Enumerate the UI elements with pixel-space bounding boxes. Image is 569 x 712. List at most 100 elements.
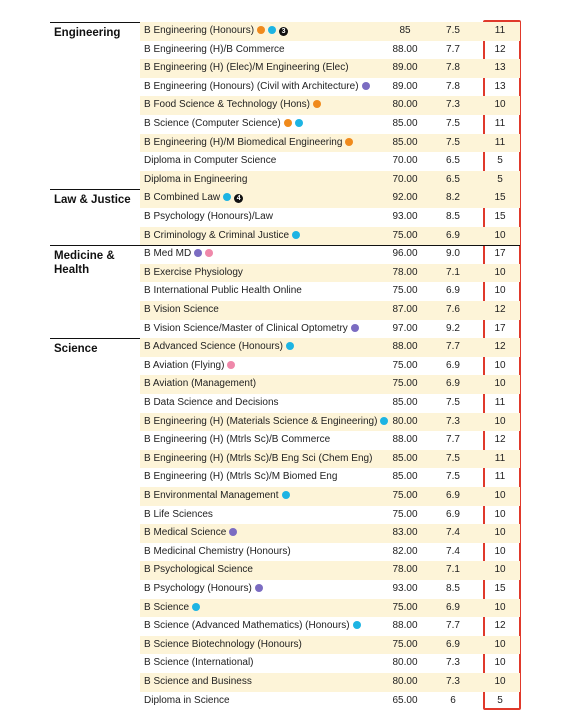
score: 7.5: [446, 25, 460, 36]
course-title: B Psychological Science: [144, 564, 253, 576]
course-name: B Exercise Physiology: [144, 264, 243, 283]
rank: 10: [494, 359, 506, 371]
course-title: B Engineering (H) (Materials Science & E…: [144, 415, 378, 427]
score: 6.9: [446, 508, 460, 520]
course-name: B Aviation (Flying): [144, 357, 236, 376]
course-row: Diploma in Engineering 70.00 6.5 5: [140, 170, 520, 190]
score: 7.5: [446, 136, 460, 148]
rank: 11: [494, 452, 506, 464]
rank: 10: [494, 638, 506, 650]
atar: 80.00: [392, 676, 418, 687]
course-title: B Exercise Physiology: [144, 266, 243, 278]
course-row: B Advanced Science (Honours) 88.00 7.7 12: [140, 338, 520, 357]
score: 7.3: [446, 676, 460, 687]
atar: 78.00: [392, 266, 418, 278]
score: 6.9: [446, 229, 460, 241]
score: 7.3: [446, 415, 460, 427]
course-name: B Engineering (H) (Materials Science & E…: [144, 413, 389, 432]
atar: 75.00: [392, 378, 418, 390]
course-name: B Science (Advanced Mathematics) (Honour…: [144, 617, 361, 636]
course-title: B Psychology (Honours)/Law: [144, 211, 273, 222]
score: 7.5: [446, 452, 460, 464]
rank: 10: [494, 266, 506, 278]
legend-dot: [345, 137, 354, 146]
course-row: B Aviation (Management) 75.00 6.9 10: [140, 375, 520, 394]
score: 6.9: [446, 285, 460, 297]
legend-dot: [283, 119, 292, 127]
rank: 10: [494, 564, 506, 576]
rank: 12: [494, 304, 506, 315]
course-row: B International Public Health Online 75.0…: [140, 282, 520, 301]
course-title: B Engineering (H)/M Biomedical Engineeri…: [144, 136, 343, 148]
atar: 89.00: [392, 80, 418, 92]
atar: 85.00: [392, 452, 418, 464]
course-title: B Medical Science: [144, 527, 227, 539]
course-name: B Engineering (Honours) (Civil with Arch…: [144, 78, 370, 97]
score: 6.9: [446, 601, 460, 613]
atar: 88.00: [392, 434, 418, 446]
rank: 5: [497, 694, 503, 706]
rank: 15: [494, 583, 506, 594]
atar: 80.00: [392, 657, 418, 669]
rank: 10: [494, 229, 506, 241]
section-name: Science: [54, 343, 98, 356]
atar: 75.00: [392, 359, 418, 371]
course-title: B Life Sciences: [144, 508, 213, 520]
course-name: B Med MD: [144, 245, 214, 264]
course-title: B Engineering (H) (Mtrls Sc)/B Commerce: [144, 434, 331, 446]
score: 6.5: [446, 155, 460, 167]
course-title: B Science (Advanced Mathematics) (Honour…: [144, 620, 350, 632]
course-title: B Engineering (Honours) (Civil with Arch…: [144, 80, 359, 92]
course-title: B Environmental Management: [144, 490, 279, 501]
atar: 75.00: [392, 490, 418, 501]
score: 7.3: [446, 657, 460, 669]
rank: 10: [494, 601, 506, 613]
course-row: B Aviation (Flying) 75.00 6.9 10: [140, 357, 520, 376]
rank: 17: [494, 322, 506, 334]
score: 8.2: [446, 192, 460, 204]
course-row: B Psychology (Honours)/Law 93.00 8.5 15: [140, 208, 520, 227]
atar: 75.00: [392, 229, 418, 241]
course-row: B Engineering (H) (Mtrls Sc)/B Eng Sci (…: [140, 449, 520, 469]
rank: 12: [494, 620, 506, 632]
course-name: Diploma in Science: [144, 692, 230, 711]
course-row: B Environmental Management 75.00 6.9 10: [140, 487, 520, 506]
legend-dot: [192, 602, 201, 611]
course-name: B Criminology & Criminal Justice: [144, 227, 301, 246]
course-name: B Psychological Science: [144, 561, 253, 580]
course-title: B International Public Health Online: [144, 285, 302, 297]
rank: 5: [497, 173, 503, 185]
rank: 17: [494, 248, 506, 260]
course-title: B Advanced Science (Honours): [144, 341, 283, 353]
rank: 13: [494, 62, 506, 74]
course-row: B Food Science & Technology (Hons) 80.00 7…: [140, 96, 520, 115]
legend-dot: [281, 491, 290, 499]
rank: 5: [497, 155, 503, 167]
atar: 80.00: [392, 99, 418, 111]
course-name: B Vision Science: [144, 301, 219, 320]
course-title: B Medicinal Chemistry (Honours): [144, 545, 291, 557]
course-row: B Medical Science 83.00 7.4 10: [140, 524, 520, 543]
course-name: B Advanced Science (Honours): [144, 338, 294, 357]
score: 7.7: [446, 43, 460, 55]
course-row: B Science (International) 80.00 7.3 10: [140, 654, 520, 673]
rank: 10: [494, 508, 506, 520]
score: 7.5: [446, 397, 460, 408]
score: 7.1: [446, 266, 460, 278]
course-name: B Science (International): [144, 654, 254, 673]
course-name: B Food Science & Technology (Hons): [144, 96, 322, 115]
course-row: B Vision Science 87.00 7.6 12: [140, 301, 520, 320]
legend-dot: [229, 528, 238, 537]
course-name: B Environmental Management: [144, 487, 290, 506]
course-title: B Science (Computer Science): [144, 118, 281, 129]
highlight-box: [483, 20, 521, 710]
course-row: B Medicinal Chemistry (Honours) 82.00 7.4 1…: [140, 543, 520, 562]
rank: 11: [494, 397, 506, 408]
atar: 80.00: [392, 415, 418, 427]
course-name: B Engineering (Honours) 3: [144, 22, 289, 41]
course-name: B Combined Law 4: [144, 189, 244, 208]
course-title: B Vision Science: [144, 304, 219, 315]
score: 9.2: [446, 322, 460, 334]
course-title: B Food Science & Technology (Hons): [144, 99, 311, 111]
course-name: B Engineering (H) (Mtrls Sc)/B Eng Sci (…: [144, 450, 372, 469]
